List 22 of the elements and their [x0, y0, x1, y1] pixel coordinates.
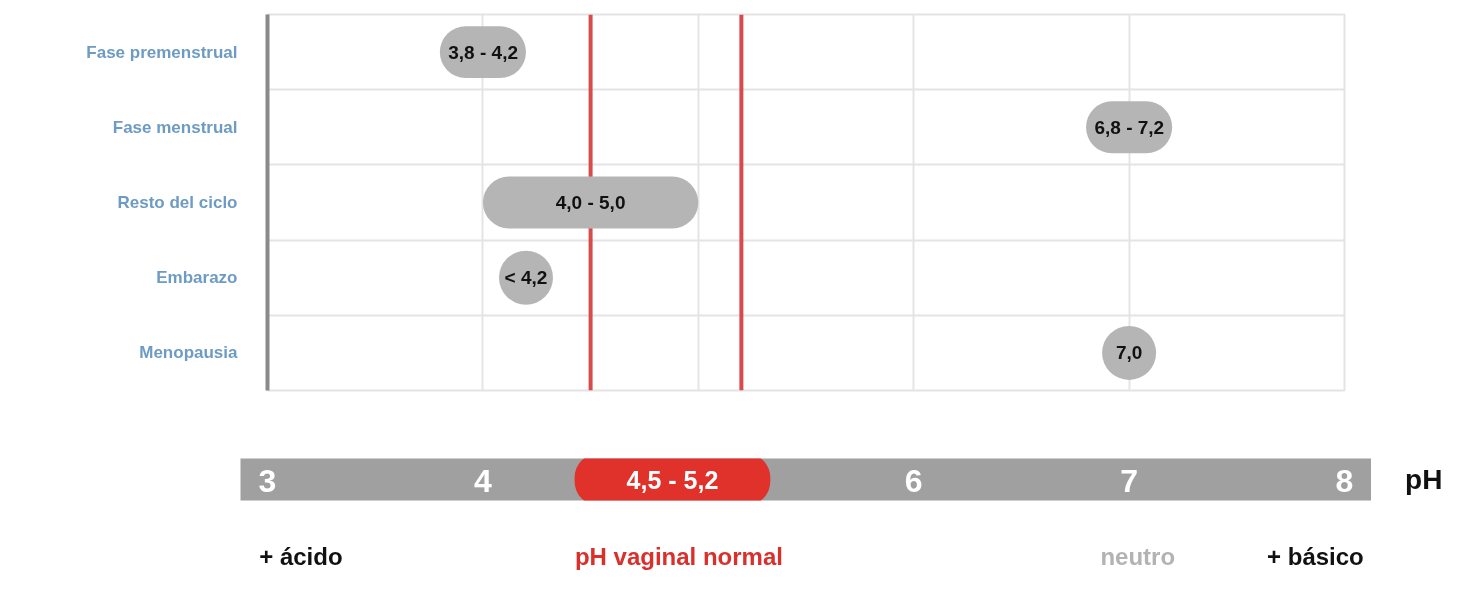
text: neutro	[1100, 543, 1176, 571]
text: 4,5 - 5,2	[626, 465, 719, 494]
text: + básico	[1267, 543, 1364, 571]
x-tick-label: 7	[1120, 462, 1138, 499]
annotation: 4,0 - 5,0	[555, 192, 626, 213]
bar	[482, 176, 699, 229]
y-tick-label: Menopausia	[139, 343, 239, 363]
x-tick-label: 4	[474, 462, 492, 499]
text: pH vaginal normal	[574, 543, 783, 571]
data-label: 7,0	[1115, 342, 1143, 364]
x-tick-label: 8	[1335, 462, 1354, 499]
x-tick-label: 6	[904, 462, 923, 499]
y-tick-label: Embarazo	[156, 268, 238, 288]
x-axis-title: pH	[1405, 464, 1443, 495]
y-tick-label: Fase menstrual	[112, 117, 238, 137]
y-tick-label: Resto del ciclo	[117, 193, 238, 212]
text: + ácido	[259, 543, 343, 571]
y-tick-label: Fase premenstrual	[86, 42, 238, 62]
data-label: < 4,2	[504, 267, 548, 289]
annotation: 3,8 - 4,2	[448, 41, 518, 63]
annotation: 6,8 - 7,2	[1094, 116, 1165, 138]
x-tick-label: 3	[258, 462, 277, 499]
